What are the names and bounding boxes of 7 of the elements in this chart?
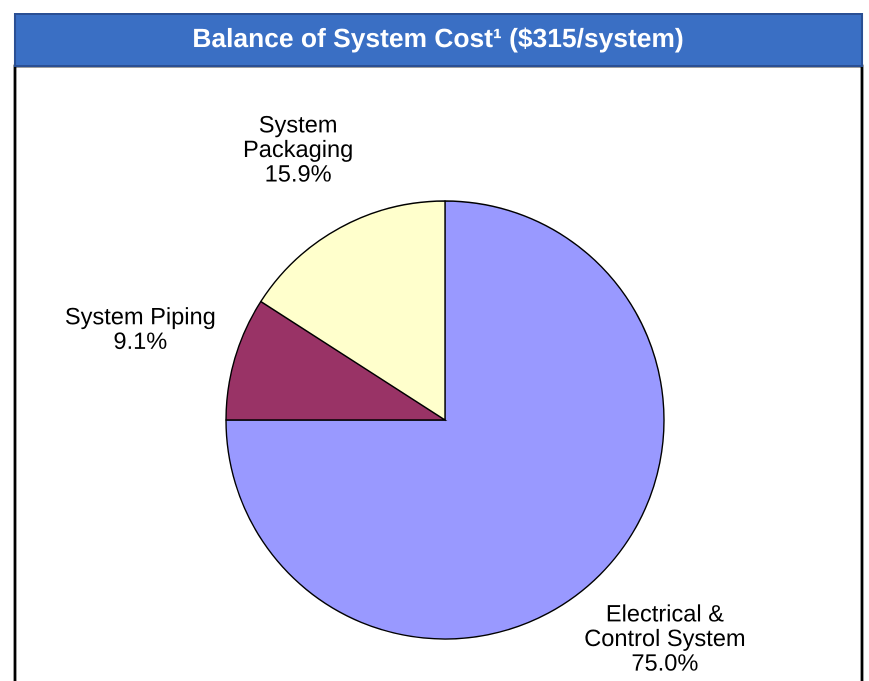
slice-label: Electrical & Control System (585, 604, 744, 651)
data-label: 9.1% (114, 332, 166, 350)
chart-title: Balance of System Cost¹ ($315/system) (194, 27, 682, 53)
slice-label: System Piping (66, 307, 214, 330)
data-label: 75.0% (632, 654, 698, 671)
slice-label: System Packaging (244, 116, 352, 162)
data-label: 15.9% (266, 165, 331, 182)
